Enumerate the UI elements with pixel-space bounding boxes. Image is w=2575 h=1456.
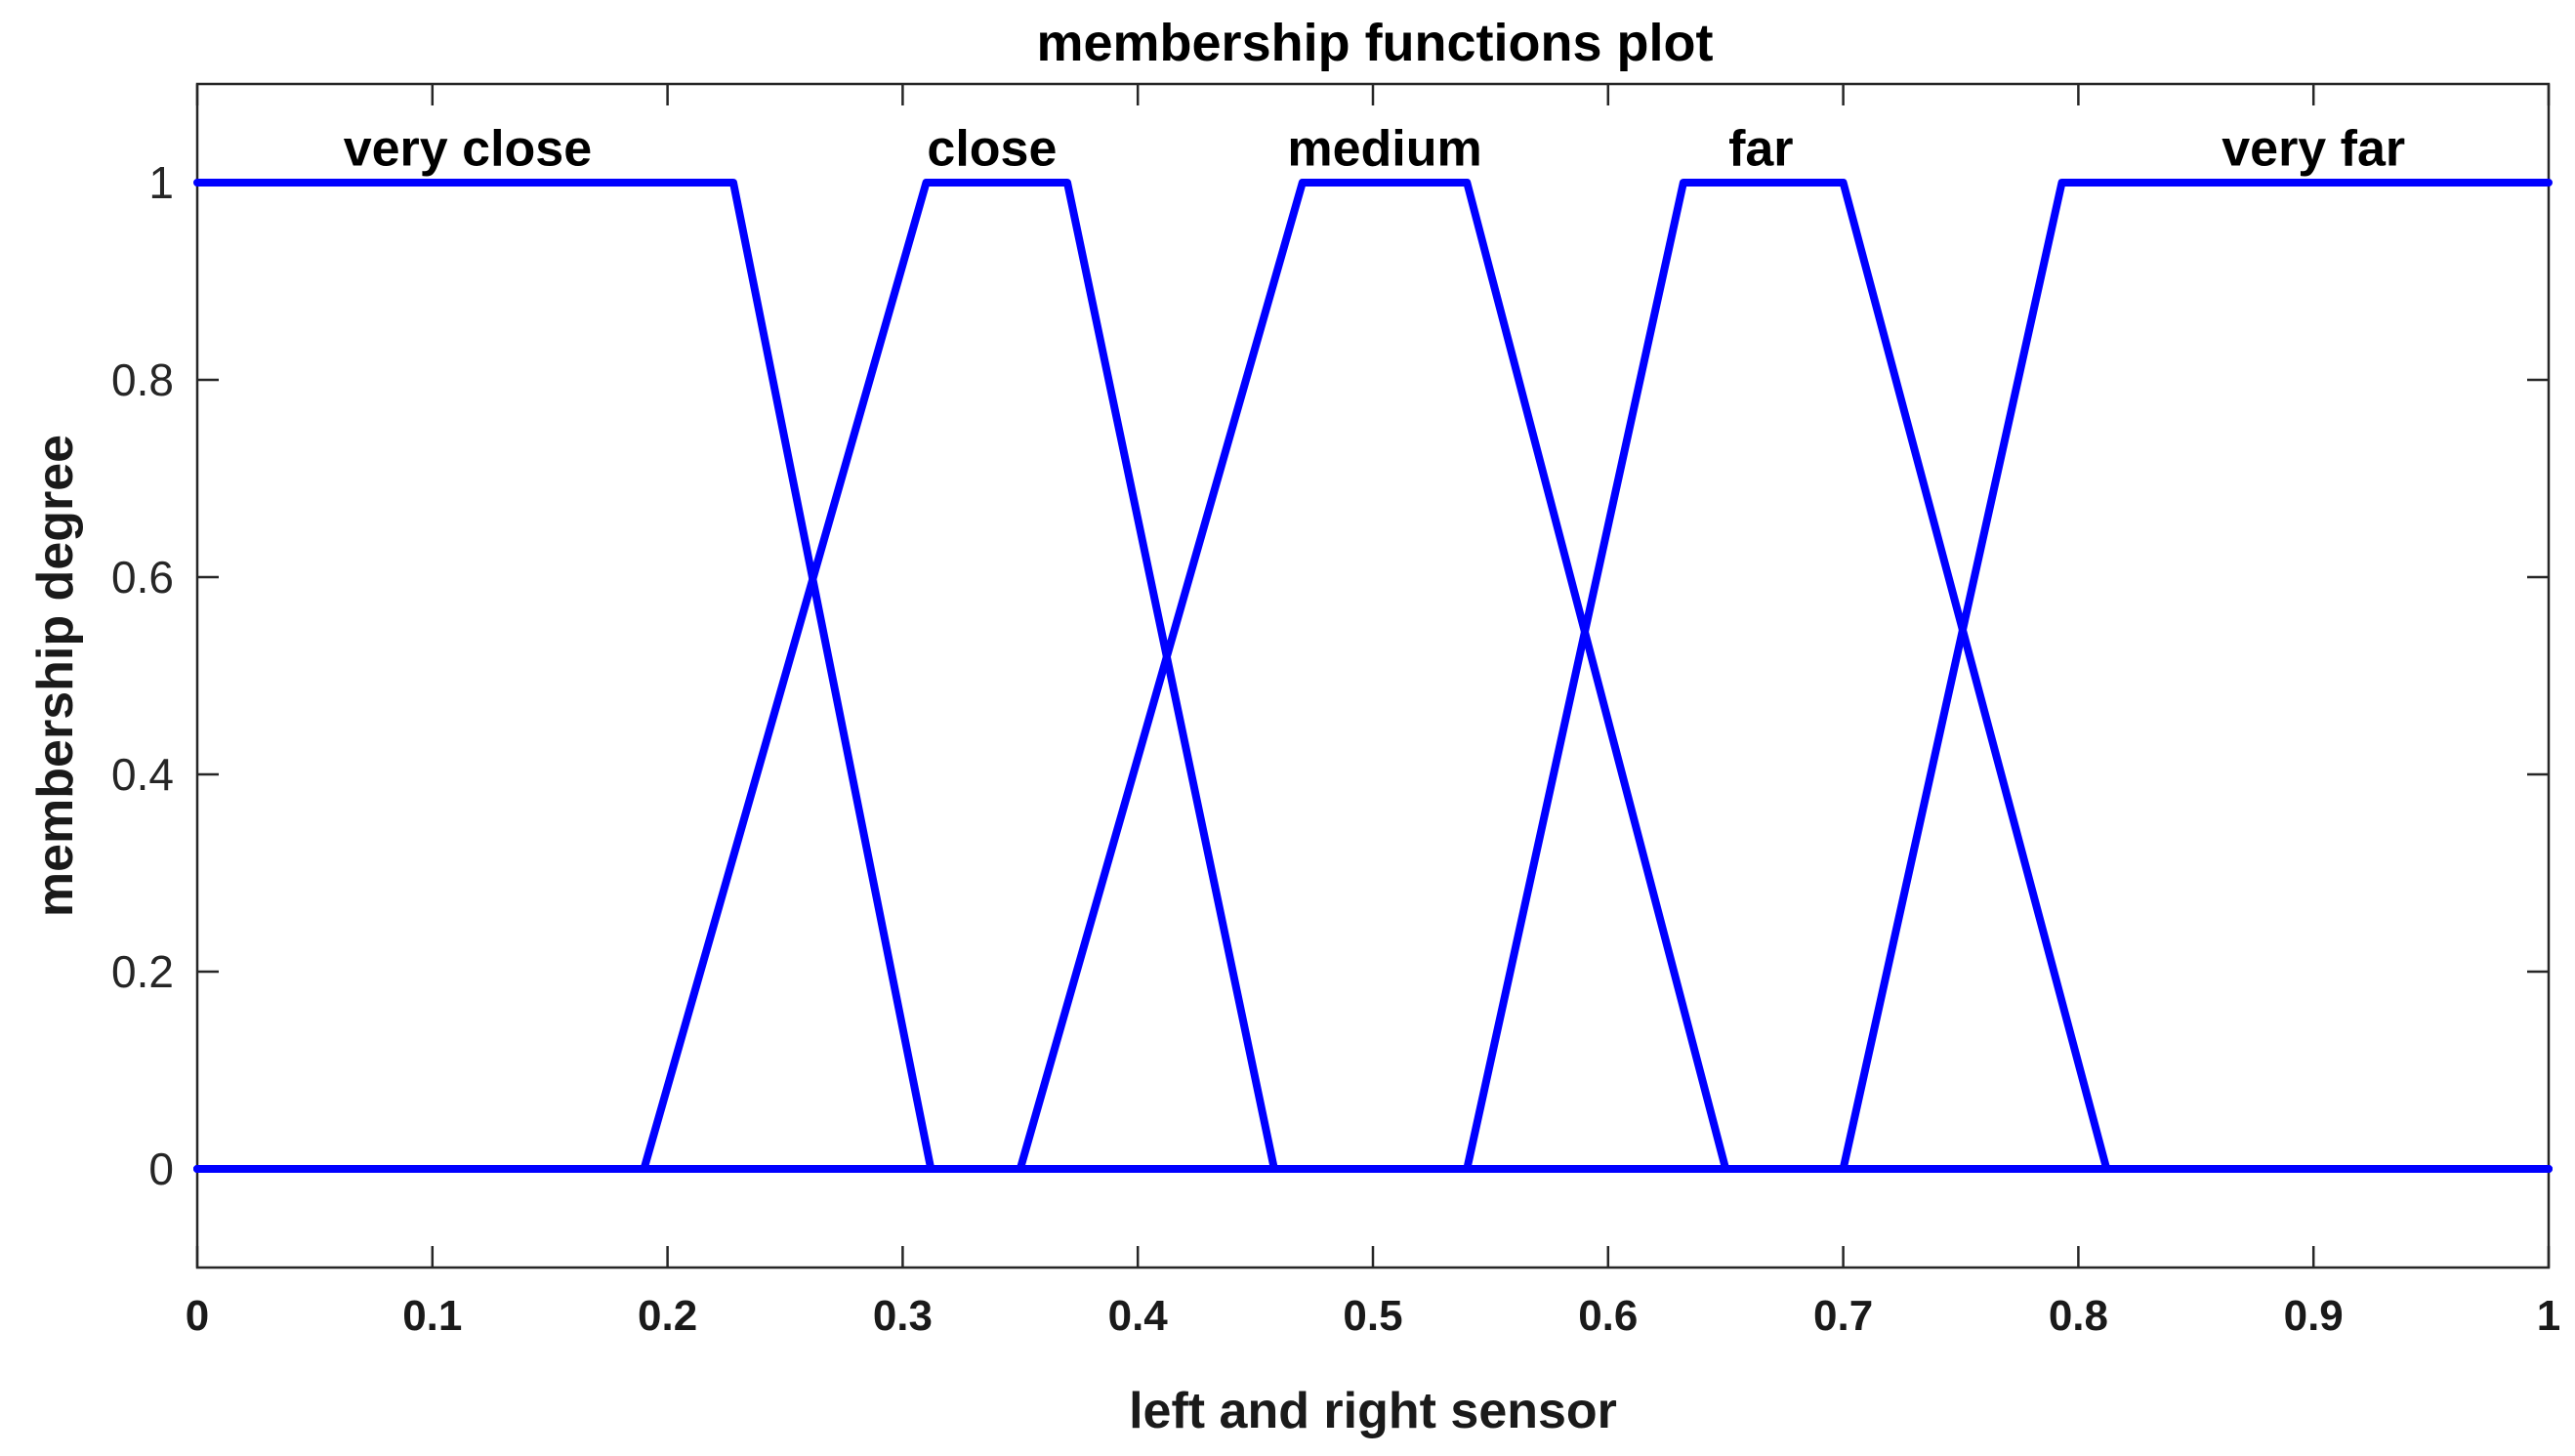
x-tick-label: 0.3 [873, 1292, 933, 1340]
mf-label-medium: medium [1287, 121, 1481, 178]
y-axis-label: membership degree [27, 435, 84, 917]
y-tick-label: 0.8 [111, 354, 174, 405]
x-tick-label: 0.2 [638, 1292, 697, 1340]
mf-label-far: far [1728, 121, 1793, 178]
x-axis-label: left and right sensor [1129, 1383, 1617, 1439]
mf-label-very-close: very close [344, 121, 592, 178]
y-tick-label: 1 [148, 157, 174, 208]
x-tick-label: 0 [186, 1292, 209, 1340]
x-tick-label: 0.5 [1343, 1292, 1402, 1340]
y-tick-label: 0 [148, 1144, 174, 1194]
x-tick-label: 0.8 [2049, 1292, 2108, 1340]
y-tick-label: 0.6 [111, 552, 174, 603]
x-axis-tick-labels: 0 0.1 0.2 0.3 0.4 0.5 0.6 0.7 0.8 0.9 1 [186, 1292, 2560, 1340]
membership-function-lines [193, 179, 2553, 1173]
plot-area [195, 82, 2551, 1269]
mf-label-close: close [927, 121, 1057, 178]
y-axis-tick-labels: 0 0.2 0.4 0.6 0.8 1 [111, 157, 174, 1194]
x-tick-label: 0.6 [1578, 1292, 1638, 1340]
x-tick-label: 0.1 [402, 1292, 462, 1340]
x-tick-label: 1 [2537, 1292, 2560, 1340]
y-tick-label: 0.4 [111, 749, 174, 800]
mf-label-very-far: very far [2222, 121, 2405, 178]
membership-function-labels: very close close medium far very far [344, 121, 2405, 178]
mf-line-very-far [193, 179, 2553, 1173]
chart-title: membership functions plot [1036, 14, 1713, 72]
x-tick-label: 0.7 [1813, 1292, 1873, 1340]
x-tick-label: 0.4 [1108, 1292, 1169, 1340]
y-tick-label: 0.2 [111, 946, 174, 997]
x-tick-label: 0.9 [2284, 1292, 2344, 1340]
